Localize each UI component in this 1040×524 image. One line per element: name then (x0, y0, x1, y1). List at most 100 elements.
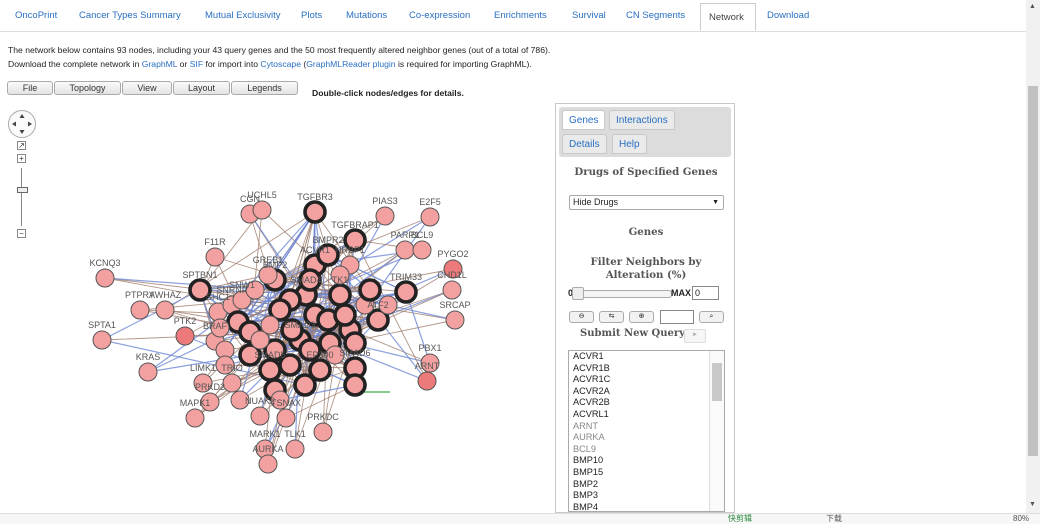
neighbor-gene-node[interactable] (230, 390, 250, 410)
gene-list-item[interactable]: ACVR1B (573, 362, 610, 373)
query-gene-node[interactable] (298, 268, 322, 292)
gene-list-item[interactable]: ACVR2A (573, 385, 610, 396)
graphml-link[interactable]: GraphML (141, 59, 178, 69)
gene-list-item[interactable]: BMP2 (573, 478, 599, 489)
gene-list-item[interactable]: ACVR1C (573, 374, 611, 385)
network-edge[interactable] (274, 279, 291, 366)
gene-list-item[interactable]: BMP15 (573, 466, 604, 477)
gene-list-item[interactable]: ACVR1 (573, 351, 604, 361)
fit-to-screen-icon[interactable]: ↗ (17, 141, 26, 150)
network-edge[interactable] (237, 211, 316, 323)
neighbor-gene-node[interactable] (222, 373, 242, 393)
network-edge[interactable] (279, 384, 356, 401)
neighbor-gene-node[interactable] (258, 454, 278, 474)
hide-selected-button[interactable]: ⊖ (569, 311, 594, 323)
neighbor-gene-node[interactable] (138, 362, 158, 382)
query-gene-node[interactable] (263, 338, 287, 362)
panel-tab-genes[interactable]: Genes (562, 110, 606, 130)
gene-list-item[interactable]: ARNT (573, 420, 599, 431)
tab-cn-segments[interactable]: CN Segments (626, 10, 686, 21)
tab-survival[interactable]: Survival (572, 10, 606, 21)
tab-co-expression[interactable]: Co-expression (409, 10, 471, 21)
page-scroll-thumb[interactable] (1028, 86, 1038, 456)
gene-list-item[interactable]: BCL9 (573, 443, 596, 454)
gene-list[interactable]: ACVR1 ACVR1B ACVR1C ACVR2A ACVR2B ACVRL1 ARNT A… (568, 350, 725, 512)
tab-plots[interactable]: Plots (301, 10, 323, 21)
neighbor-gene-node[interactable] (193, 373, 213, 393)
network-edge[interactable] (314, 211, 371, 291)
neighbor-gene-node[interactable] (442, 280, 462, 300)
query-gene-node[interactable] (316, 243, 340, 267)
network-edge[interactable] (164, 309, 239, 323)
query-gene-node[interactable] (303, 200, 327, 224)
zoom-out-icon[interactable]: − (17, 229, 26, 238)
layout-menu-button[interactable]: Layout (173, 81, 230, 95)
pan-control[interactable] (8, 110, 36, 138)
tab-mutual-exclusivity[interactable]: Mutual Exclusivity (205, 10, 281, 21)
tab-cancer-types-summary[interactable]: Cancer Types Summary (79, 10, 181, 21)
neighbor-gene-node[interactable] (378, 295, 398, 315)
neighbor-gene-node[interactable] (210, 318, 230, 338)
query-gene-node[interactable] (358, 278, 382, 302)
tab-download[interactable]: Download (767, 10, 810, 21)
legends-menu-button[interactable]: Legends (231, 81, 298, 95)
neighbor-gene-node[interactable] (200, 392, 220, 412)
tab-network[interactable]: Network (700, 3, 756, 31)
neighbor-gene-node[interactable] (155, 300, 175, 320)
query-gene-node[interactable] (333, 303, 357, 327)
neighbor-gene-node[interactable] (443, 259, 463, 279)
network-edge[interactable] (147, 354, 251, 373)
neighbor-gene-node[interactable] (270, 390, 290, 410)
neighbor-gene-node[interactable] (313, 422, 333, 442)
update-button[interactable]: ⇆ (599, 311, 624, 323)
gene-list-item[interactable]: AURKA (573, 432, 605, 443)
gene-list-item[interactable]: ACVR2B (573, 397, 610, 408)
scroll-up-icon[interactable]: ▲ (1029, 3, 1036, 10)
query-gene-node[interactable] (258, 358, 282, 382)
panel-tab-interactions[interactable]: Interactions (609, 110, 675, 130)
zoom-slider-track[interactable] (21, 168, 22, 226)
alteration-slider-handle[interactable] (572, 287, 584, 300)
sif-link[interactable]: SIF (189, 59, 204, 69)
gene-list-item[interactable]: BMP4 (573, 501, 599, 512)
query-gene-node[interactable] (343, 228, 367, 252)
neighbor-gene-node[interactable] (215, 355, 235, 375)
neighbor-gene-node[interactable] (285, 439, 305, 459)
tab-enrichments[interactable]: Enrichments (494, 10, 547, 21)
neighbor-gene-node[interactable] (325, 345, 345, 365)
query-gene-node[interactable] (308, 358, 332, 382)
query-gene-node[interactable] (328, 283, 352, 307)
cytoscape-link[interactable]: Cytoscape (260, 59, 301, 69)
zoom-slider-handle[interactable] (17, 187, 28, 193)
gene-search-input[interactable] (660, 310, 694, 324)
topology-menu-button[interactable]: Topology (54, 81, 121, 95)
neighbor-gene-node[interactable] (412, 240, 432, 260)
network-edge[interactable] (405, 291, 431, 364)
query-gene-node[interactable] (278, 353, 302, 377)
download-label[interactable]: 下载 (826, 514, 842, 523)
neighbor-gene-node[interactable] (375, 206, 395, 226)
neighbor-gene-node[interactable] (420, 207, 440, 227)
max-value-input[interactable]: 0 (692, 286, 719, 300)
network-edge[interactable] (285, 384, 356, 419)
query-gene-node[interactable] (188, 278, 212, 302)
query-gene-node[interactable] (293, 373, 317, 397)
file-menu-button[interactable]: File (7, 81, 53, 95)
neighbor-gene-node[interactable] (250, 406, 270, 426)
neighbor-gene-node[interactable] (92, 330, 112, 350)
network-edge[interactable] (254, 289, 331, 344)
submit-query-button[interactable]: ► (684, 329, 706, 343)
query-gene-node[interactable] (343, 331, 367, 355)
network-edge[interactable] (101, 289, 201, 341)
neighbor-gene-node[interactable] (276, 408, 296, 428)
neighbor-gene-node[interactable] (260, 315, 280, 335)
neighbor-gene-node[interactable] (417, 371, 437, 391)
neighbor-gene-node[interactable] (175, 326, 195, 346)
neighbor-gene-node[interactable] (205, 247, 225, 267)
gene-list-scrollbar[interactable] (709, 351, 724, 511)
query-gene-node[interactable] (238, 343, 262, 367)
add-button[interactable]: ⊕ (629, 311, 654, 323)
gene-list-item[interactable]: BMP3 (573, 490, 599, 501)
neighbor-gene-node[interactable] (245, 280, 265, 300)
graphml-reader-plugin-link[interactable]: GraphMLReader plugin (306, 59, 396, 69)
